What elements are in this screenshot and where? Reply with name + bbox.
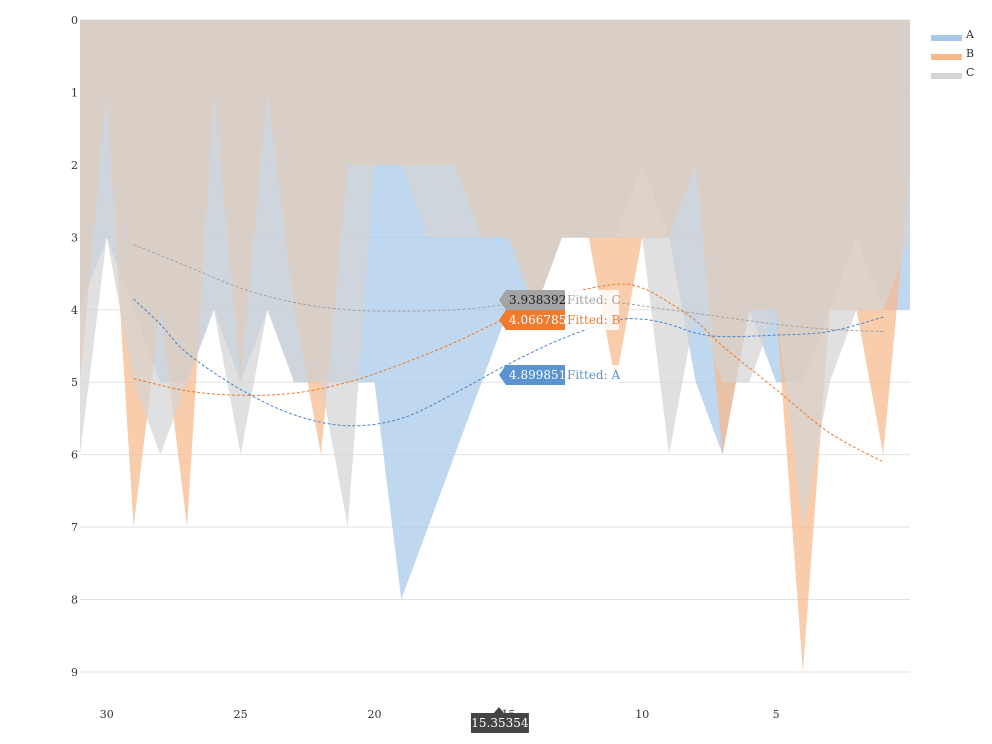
area-C [80, 20, 910, 528]
x-tick-label: 30 [100, 708, 114, 721]
y-tick-label: 5 [71, 376, 78, 389]
tooltip-value: 3.938392 [509, 293, 566, 307]
y-tick-label: 2 [71, 159, 78, 172]
tooltip-fittedb: 4.066785 Fitted: B [499, 310, 620, 330]
x-axis-ticks: 30252015105 [100, 708, 780, 721]
y-tick-label: 6 [71, 449, 78, 462]
crosshair-value: 15.35354 [471, 716, 529, 730]
tooltip-fittedc: 3.938392 Fitted: C [499, 290, 621, 310]
area-series [80, 20, 910, 672]
legend-swatch [931, 54, 962, 60]
y-tick-label: 1 [71, 86, 78, 99]
legend-label: C [966, 66, 974, 79]
legend-swatch [931, 35, 962, 41]
crosshair-box [470, 713, 529, 733]
legend-label: B [966, 47, 974, 60]
crosshair-readout: 15.35354 [470, 707, 529, 733]
tooltip-value: 4.066785 [509, 313, 566, 327]
y-tick-label: 7 [71, 521, 78, 534]
legend-item-B[interactable]: B [931, 47, 974, 60]
y-tick-label: 8 [71, 594, 78, 607]
tooltip-label: Fitted: B [567, 313, 620, 327]
fitted-curve-A [133, 298, 884, 427]
tooltip-value: 4.899851 [509, 368, 566, 382]
legend-item-C[interactable]: C [931, 66, 974, 79]
legend-label: A [965, 28, 975, 41]
tooltip-label: Fitted: A [567, 368, 620, 382]
legend[interactable]: ABC [931, 28, 975, 79]
y-tick-label: 3 [71, 231, 78, 244]
y-tick-label: 0 [71, 14, 78, 27]
crosshair-pointer [493, 707, 504, 713]
x-tick-label: 25 [234, 708, 248, 721]
x-tick-label: 10 [635, 708, 649, 721]
y-tick-label: 9 [71, 666, 78, 679]
tooltip-fitteda: 4.899851 Fitted: A [499, 365, 620, 385]
legend-item-A[interactable]: A [931, 28, 975, 41]
tooltip-label: Fitted: C [567, 293, 621, 307]
x-tick-label: 20 [368, 708, 382, 721]
x-tick-label: 5 [773, 708, 780, 721]
y-tick-label: 4 [71, 304, 78, 317]
tooltips: 3.938392 Fitted: C4.066785 Fitted: B4.8998… [499, 290, 621, 385]
legend-swatch [931, 73, 962, 79]
y-axis-ticks: 0 1 2 3 4 5 6 7 8 9 [71, 14, 78, 679]
